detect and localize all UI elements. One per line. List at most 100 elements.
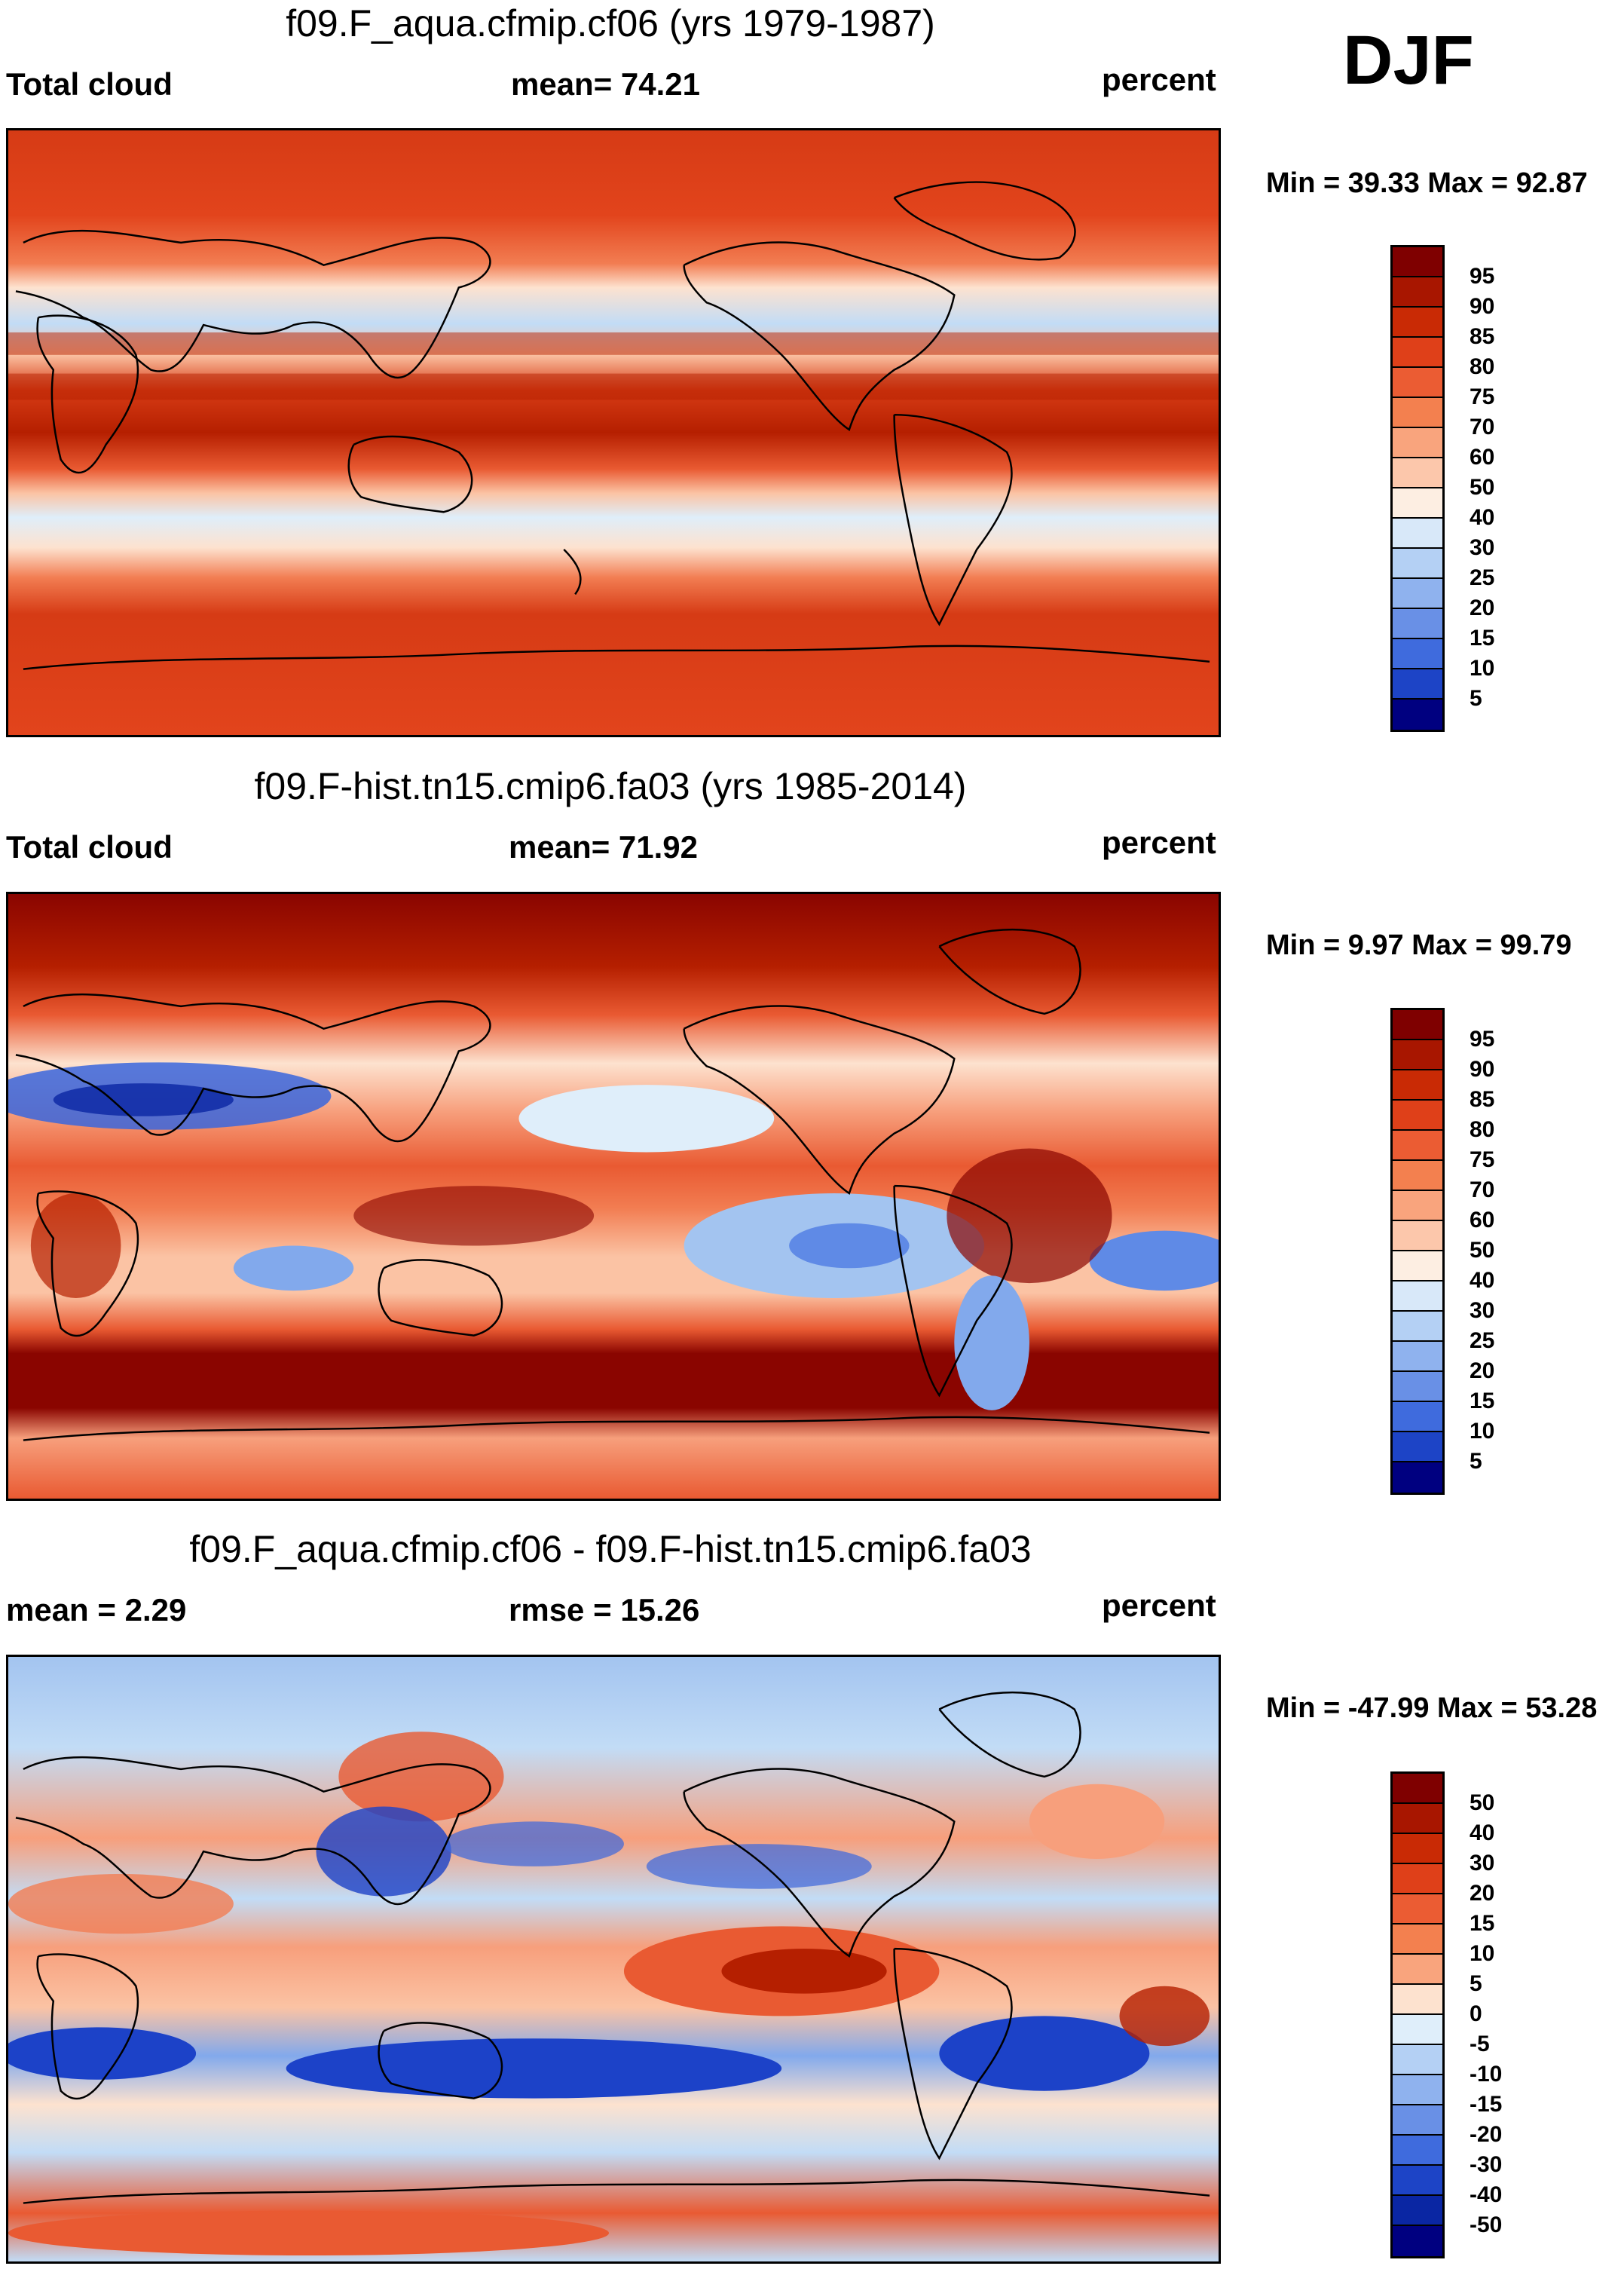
colorbar-tick-label: 50: [1470, 1790, 1495, 1815]
colorbar-box: [1393, 639, 1442, 669]
panel2-variable-label: Total cloud: [6, 829, 173, 865]
panel3-field: [8, 1657, 1219, 2261]
colorbar-box: [1393, 1040, 1442, 1070]
season-label: DJF: [1343, 22, 1474, 99]
colorbar-tick-label: 85: [1470, 324, 1495, 349]
colorbar-box: [1393, 1985, 1442, 2015]
colorbar-tick-label: -30: [1470, 2152, 1503, 2177]
colorbar-tick-label: 70: [1470, 415, 1495, 439]
colorbar-box: [1393, 488, 1442, 519]
panel2-map: [6, 892, 1221, 1501]
colorbar-tick-label: 70: [1470, 1177, 1495, 1202]
colorbar-box: [1393, 247, 1442, 277]
colorbar-box: [1393, 1925, 1442, 1955]
colorbar-box: [1393, 1070, 1442, 1101]
colorbar-box: [1393, 1372, 1442, 1402]
colorbar-box: [1393, 549, 1442, 579]
colorbar-tick-label: -5: [1470, 2032, 1490, 2056]
colorbar-box: [1393, 1312, 1442, 1342]
panel1-field: [8, 130, 1219, 735]
panel1-mean-label: mean= 74.21: [511, 66, 701, 102]
panel2-title: f09.F-hist.tn15.cmip6.fa03 (yrs 1985-201…: [254, 765, 967, 807]
panel3-rmse-label: rmse = 15.26: [509, 1592, 700, 1627]
panel2-minmax: Min = 9.97 Max = 99.79: [1266, 929, 1572, 961]
colorbar-box: [1393, 1804, 1442, 1834]
colorbar-box: [1393, 1834, 1442, 1864]
colorbar-tick-label: 40: [1470, 1820, 1495, 1845]
panel2-map-svg: [8, 894, 1219, 1499]
panel3-units-label: percent: [1102, 1588, 1216, 1623]
colorbar-tick-label: 60: [1470, 1208, 1495, 1232]
colorbar-tick-label: -50: [1470, 2212, 1503, 2237]
colorbar-box: [1393, 1131, 1442, 1161]
colorbar-box: [1393, 609, 1442, 639]
colorbar-tick-label: 40: [1470, 1268, 1495, 1293]
colorbar-tick-label: 95: [1470, 1027, 1495, 1052]
colorbar-tick-label: 15: [1470, 1911, 1495, 1936]
panel3-minmax: Min = -47.99 Max = 53.28: [1266, 1692, 1598, 1724]
colorbar-box: [1393, 1342, 1442, 1372]
colorbar-box: [1393, 2045, 1442, 2075]
colorbar-tick-label: 80: [1470, 1117, 1495, 1142]
panel3-mean-label: mean = 2.29: [6, 1592, 187, 1627]
colorbar-tick-label: 90: [1470, 1057, 1495, 1082]
colorbar-tick-label: 80: [1470, 354, 1495, 379]
colorbar-box: [1393, 1402, 1442, 1432]
colorbar-box: [1393, 1894, 1442, 1925]
colorbar-tick-label: 0: [1470, 2001, 1482, 2026]
colorbar-tick-label: 30: [1470, 1298, 1495, 1323]
colorbar-tick-label: 15: [1470, 1389, 1495, 1413]
panel1-units-label: percent: [1102, 62, 1216, 97]
colorbar-tick-label: -10: [1470, 2062, 1503, 2087]
colorbar-box: [1393, 2166, 1442, 2196]
colorbar-tick-label: 75: [1470, 1147, 1495, 1172]
colorbar-tick-label: 25: [1470, 565, 1495, 590]
colorbar-box: [1393, 1251, 1442, 1281]
colorbar-box: [1393, 368, 1442, 398]
colorbar-box: [1393, 1221, 1442, 1251]
panel3-colorbar: [1390, 1771, 1445, 2258]
colorbar-box: [1393, 2196, 1442, 2226]
colorbar-tick-label: 20: [1470, 596, 1495, 620]
colorbar-box: [1393, 1462, 1442, 1493]
panel1-minmax: Min = 39.33 Max = 92.87: [1266, 167, 1588, 199]
panel2-units-label: percent: [1102, 825, 1216, 860]
panel3-title: f09.F_aqua.cfmip.cf06 - f09.F-hist.tn15.…: [189, 1528, 1032, 1570]
colorbar-box: [1393, 1161, 1442, 1191]
colorbar-box: [1393, 1010, 1442, 1040]
colorbar-tick-label: 85: [1470, 1087, 1495, 1112]
colorbar-tick-label: 5: [1470, 686, 1482, 711]
colorbar-tick-label: 10: [1470, 1941, 1495, 1966]
colorbar-box: [1393, 1774, 1442, 1804]
colorbar-tick-label: 40: [1470, 505, 1495, 530]
panel2-mean-label: mean= 71.92: [509, 829, 699, 865]
colorbar-box: [1393, 1101, 1442, 1131]
colorbar-tick-label: 20: [1470, 1358, 1495, 1383]
panel1-map-svg: [8, 130, 1219, 735]
panel1-colorbar: [1390, 245, 1445, 732]
colorbar-tick-label: 95: [1470, 264, 1495, 289]
colorbar-tick-label: -15: [1470, 2092, 1503, 2117]
colorbar-box: [1393, 338, 1442, 368]
panel3-map-svg: [8, 1657, 1219, 2261]
colorbar-box: [1393, 2136, 1442, 2166]
panel1-title: f09.F_aqua.cfmip.cf06 (yrs 1979-1987): [286, 2, 935, 44]
colorbar-box: [1393, 700, 1442, 730]
colorbar-box: [1393, 428, 1442, 458]
colorbar-box: [1393, 1281, 1442, 1312]
panel1-coastlines: [15, 181, 1210, 670]
colorbar-tick-label: 10: [1470, 656, 1495, 681]
panel2-coastlines: [15, 928, 1210, 1441]
colorbar-box: [1393, 1864, 1442, 1894]
colorbar-tick-label: 30: [1470, 1851, 1495, 1876]
colorbar-box: [1393, 398, 1442, 428]
colorbar-box: [1393, 1955, 1442, 1985]
colorbar-tick-label: 20: [1470, 1881, 1495, 1906]
colorbar-box: [1393, 2015, 1442, 2045]
panel3-coastlines: [15, 1691, 1210, 2204]
colorbar-tick-label: 5: [1470, 1971, 1482, 1996]
colorbar-tick-label: 90: [1470, 294, 1495, 319]
colorbar-tick-label: 50: [1470, 1238, 1495, 1263]
colorbar-tick-label: 75: [1470, 384, 1495, 409]
colorbar-box: [1393, 458, 1442, 488]
